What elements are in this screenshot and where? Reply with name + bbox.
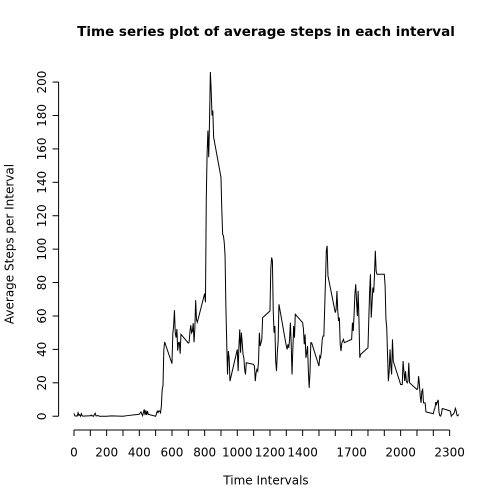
- x-tick-label: 1400: [287, 446, 318, 460]
- x-tick-label: 1200: [255, 446, 286, 460]
- y-tick-label: 40: [35, 342, 49, 357]
- y-tick-label: 60: [35, 308, 49, 323]
- x-tick-label: 1700: [336, 446, 367, 460]
- y-tick-label: 180: [35, 104, 49, 127]
- y-tick-label: 100: [35, 238, 49, 261]
- y-tick-label: 200: [35, 71, 49, 94]
- y-tick-label: 120: [35, 204, 49, 227]
- x-tick-label: 800: [193, 446, 216, 460]
- x-tick-label: 2300: [434, 446, 465, 460]
- x-tick-label: 400: [128, 446, 151, 460]
- y-axis-label: Average Steps per Interval: [3, 164, 17, 324]
- x-tick-label: 1000: [222, 446, 253, 460]
- data-line: [73, 72, 460, 418]
- y-tick-label: 140: [35, 171, 49, 194]
- x-tick-label: 0: [70, 446, 78, 460]
- x-axis-label: Time Intervals: [222, 474, 308, 488]
- y-tick-label: 0: [35, 412, 49, 420]
- x-tick-label: 200: [95, 446, 118, 460]
- y-tick-label: 160: [35, 137, 49, 160]
- y-tick-label: 80: [35, 275, 49, 290]
- x-tick-label: 2000: [385, 446, 416, 460]
- y-tick-label: 20: [35, 375, 49, 390]
- x-tick-label: 600: [161, 446, 184, 460]
- chart-title: Time series plot of average steps in eac…: [77, 24, 455, 40]
